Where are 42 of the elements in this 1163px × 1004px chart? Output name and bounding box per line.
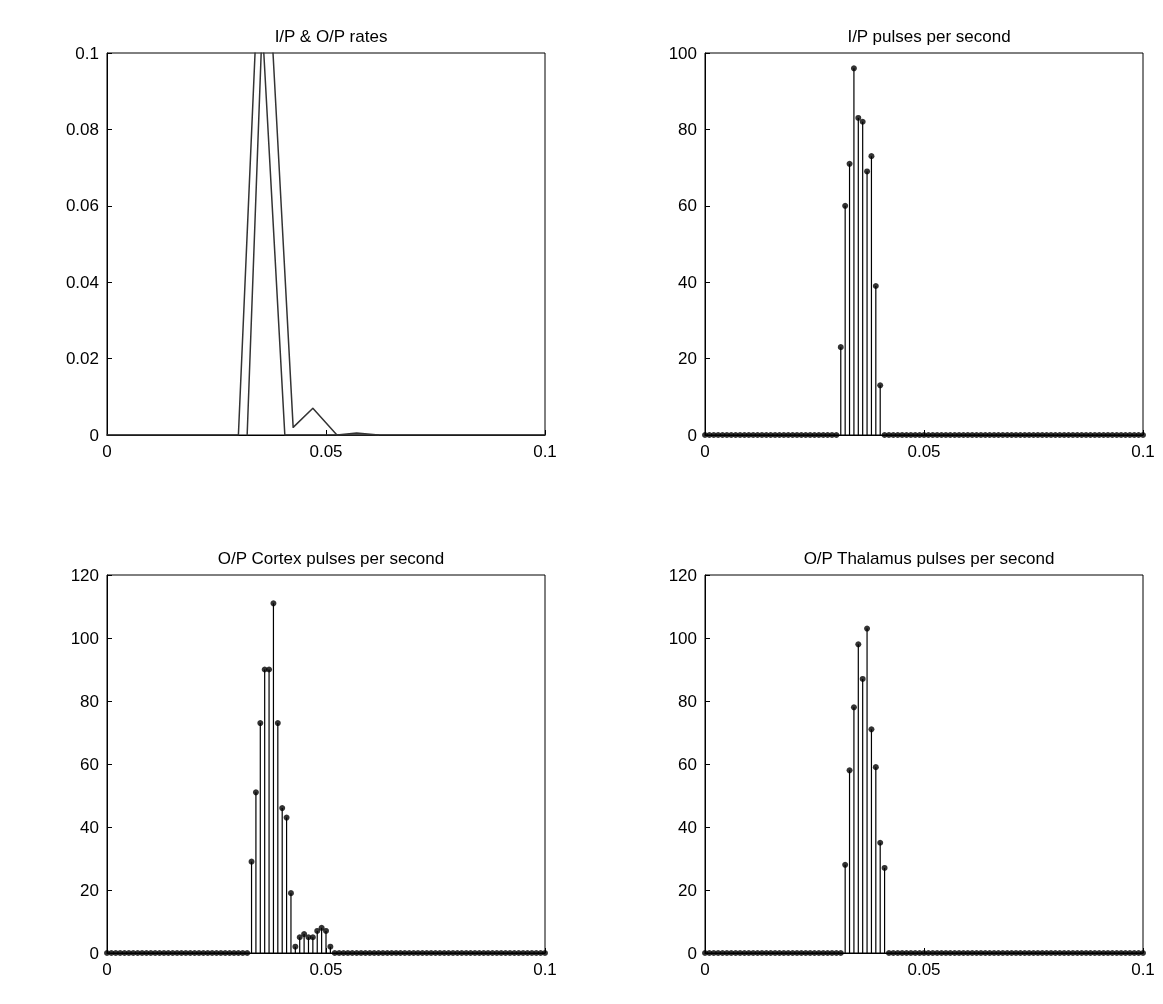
y-tick-label: 60 [80,754,99,774]
y-tick-label: 100 [668,628,697,648]
y-tick-label: 20 [678,349,697,369]
y-tick-label: 0 [687,425,697,445]
y-tick-label: 0.06 [65,196,99,216]
x-tick-label: 0 [102,442,112,461]
x-tick-label: 0.1 [1131,960,1155,979]
y-tick-label: 80 [678,691,697,711]
y-tick-label: 0.08 [65,119,99,139]
x-tick-label: 0 [102,960,112,979]
y-tick-label: 120 [70,565,99,585]
x-tick-label: 0.1 [1131,442,1155,461]
y-tick-label: 20 [678,880,697,900]
y-tick-label: 0.02 [65,349,99,369]
x-tick-label: 0.05 [907,442,941,461]
y-tick-label: 0 [89,425,99,445]
x-tick-label: 0 [700,960,710,979]
y-tick-label: 0 [89,943,99,963]
y-tick-label: 100 [70,628,99,648]
y-tick-label: 80 [80,691,99,711]
y-tick-label: 0.04 [65,272,99,292]
y-tick-label: 0.1 [75,43,99,63]
y-tick-label: 80 [678,119,697,139]
chart-title: I/P pulses per second [847,27,1011,46]
x-tick-label: 0.1 [533,960,557,979]
x-tick-label: 0.1 [533,442,557,461]
x-tick-label: 0 [700,442,710,461]
y-tick-label: 20 [80,880,99,900]
y-tick-label: 120 [668,565,697,585]
y-tick-label: 40 [678,817,697,837]
chart-title: O/P Thalamus pulses per second [803,549,1055,568]
y-tick-label: 40 [80,817,99,837]
chart-title: I/P & O/P rates [274,27,388,46]
y-tick-label: 60 [678,196,697,216]
y-tick-label: 0 [687,943,697,963]
chart-title: O/P Cortex pulses per second [217,549,445,568]
y-tick-label: 60 [678,754,697,774]
x-tick-label: 0.05 [309,442,343,461]
y-tick-label: 40 [678,272,697,292]
x-tick-label: 0.05 [907,960,941,979]
y-tick-label: 100 [668,43,697,63]
x-tick-label: 0.05 [309,960,343,979]
